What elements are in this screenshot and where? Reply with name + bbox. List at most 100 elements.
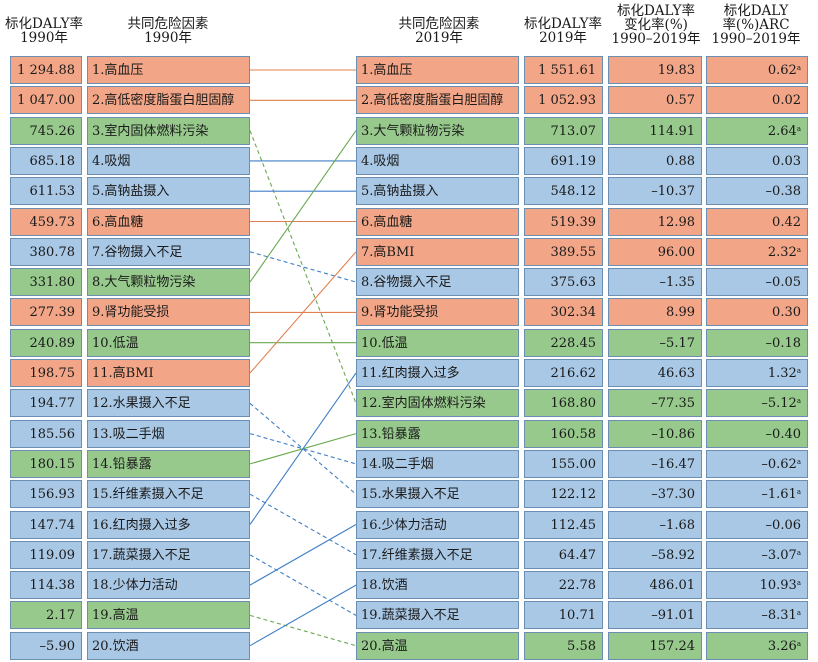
right-rate-cell: 64.47	[524, 540, 603, 569]
arc-cell: –0.62a	[706, 449, 808, 478]
change-cell: –5.17	[608, 328, 702, 357]
right-factor-cell: 18.饮酒	[356, 571, 519, 600]
right-rate-cell: 155.00	[524, 449, 603, 478]
arc-cell: –0.38	[706, 177, 808, 206]
change-cell: –91.01	[608, 601, 702, 630]
significance-mark: a	[796, 457, 801, 466]
right-rate-cell: 112.45	[524, 510, 603, 539]
right-factor-cell: 11.红肉摄入过多	[356, 359, 519, 387]
left-factor-cell: 1.高血压	[87, 56, 250, 84]
right-factor-cell: 8.谷物摄入不足	[356, 268, 519, 297]
right-rate-cell: 10.71	[524, 601, 603, 630]
right-rate-cell: 160.58	[524, 419, 603, 448]
change-cell: –77.35	[608, 389, 702, 418]
left-rate-cell: 114.38	[10, 571, 82, 600]
significance-mark: a	[796, 609, 801, 618]
left-factor-cell: 13.吸二手烟	[87, 419, 250, 448]
change-cell: 96.00	[608, 237, 702, 266]
right-rate-cell: 389.55	[524, 237, 603, 266]
header-factor-1990-line2: 1990年	[144, 30, 192, 46]
left-factor-cell: 12.水果摄入不足	[87, 389, 250, 418]
right-rate-cell: 122.12	[524, 480, 603, 509]
arc-cell: –0.18	[706, 328, 808, 357]
arc-cell: 3.26a	[706, 631, 808, 660]
header-factor-2019: 共同危险因素 2019年	[356, 17, 522, 45]
left-rate-cell: 119.09	[10, 540, 82, 569]
left-factor-cell: 14.铅暴露	[87, 449, 250, 478]
left-factor-cell: 6.高血糖	[87, 207, 250, 236]
right-rate-cell: 168.80	[524, 389, 603, 418]
change-cell: 19.83	[608, 56, 702, 84]
connector-红肉摄入过多	[249, 372, 357, 525]
left-rate-cell: 745.26	[10, 116, 82, 145]
right-factor-cell: 13.铅暴露	[356, 419, 519, 448]
right-rate-cell: 22.78	[524, 571, 603, 600]
left-factor-cell: 16.红肉摄入过多	[87, 510, 250, 539]
connector-纤维素摄入不足	[249, 493, 357, 556]
change-cell: 486.01	[608, 571, 702, 600]
left-rate-cell: 459.73	[10, 207, 82, 236]
arc-cell: 0.03	[706, 146, 808, 175]
connector-谷物摄入不足	[249, 251, 357, 283]
header-arc-line3: 1990–2019年	[711, 31, 801, 47]
significance-mark: a	[796, 488, 801, 497]
left-factor-cell: 15.纤维素摄入不足	[87, 480, 250, 509]
arc-cell: 10.93a	[706, 571, 808, 600]
right-rate-cell: 519.39	[524, 207, 603, 236]
arc-cell: –3.07a	[706, 540, 808, 569]
connector-高温	[249, 614, 357, 647]
right-rate-cell: 216.62	[524, 359, 603, 387]
arc-cell: 1.32a	[706, 359, 808, 387]
left-factor-cell: 11.高BMI	[87, 359, 250, 387]
change-cell: –10.37	[608, 177, 702, 206]
arc-cell: 0.30	[706, 298, 808, 327]
arc-cell: –5.12a	[706, 389, 808, 418]
significance-mark: a	[796, 245, 801, 254]
left-factor-cell: 10.低温	[87, 328, 250, 357]
change-cell: –1.68	[608, 510, 702, 539]
left-factor-cell: 9.肾功能受损	[87, 298, 250, 327]
change-cell: –1.35	[608, 268, 702, 297]
left-rate-cell: 185.56	[10, 419, 82, 448]
change-cell: –37.30	[608, 480, 702, 509]
left-rate-cell: 611.53	[10, 177, 82, 206]
right-rate-cell: 1 551.61	[524, 56, 603, 84]
change-cell: 8.99	[608, 298, 702, 327]
change-cell: –16.47	[608, 449, 702, 478]
right-factor-cell: 17.纤维素摄入不足	[356, 540, 519, 569]
header-rate-2019: 标化DALY率 2019年	[520, 17, 606, 45]
header-factor-2019-line2: 2019年	[415, 30, 463, 46]
right-factor-cell: 14.吸二手烟	[356, 449, 519, 478]
arc-cell: –0.40	[706, 419, 808, 448]
left-rate-cell: –5.90	[10, 631, 82, 660]
right-rate-cell: 691.19	[524, 146, 603, 175]
right-factor-cell: 10.低温	[356, 328, 519, 357]
right-factor-cell: 12.室内固体燃料污染	[356, 389, 519, 418]
left-rate-cell: 156.93	[10, 480, 82, 509]
left-rate-cell: 2.17	[10, 601, 82, 630]
left-rate-cell: 198.75	[10, 359, 82, 387]
right-rate-cell: 5.58	[524, 631, 603, 660]
left-rate-cell: 194.77	[10, 389, 82, 418]
right-factor-cell: 7.高BMI	[356, 237, 519, 266]
change-cell: 46.63	[608, 359, 702, 387]
header-rate-2019-line2: 2019年	[539, 30, 587, 46]
right-rate-cell: 228.45	[524, 328, 603, 357]
right-rate-cell: 302.34	[524, 298, 603, 327]
header-change-line1: 标化DALY率	[616, 3, 696, 19]
header-factor-1990: 共同危险因素 1990年	[88, 17, 248, 45]
header-change: 标化DALY率 变化率(%) 1990–2019年	[608, 4, 704, 46]
significance-mark: a	[796, 548, 801, 557]
left-rate-cell: 240.89	[10, 328, 82, 357]
connector-高BMI	[249, 251, 357, 374]
right-factor-cell: 6.高血糖	[356, 207, 519, 236]
connector-蔬菜摄入不足	[249, 554, 357, 616]
left-factor-cell: 4.吸烟	[87, 146, 250, 175]
left-rate-cell: 1 294.88	[10, 56, 82, 84]
change-cell: 0.88	[608, 146, 702, 175]
left-factor-cell: 7.谷物摄入不足	[87, 237, 250, 266]
right-factor-cell: 15.水果摄入不足	[356, 480, 519, 509]
right-factor-cell: 20.高温	[356, 631, 519, 660]
significance-mark: a	[796, 124, 801, 133]
